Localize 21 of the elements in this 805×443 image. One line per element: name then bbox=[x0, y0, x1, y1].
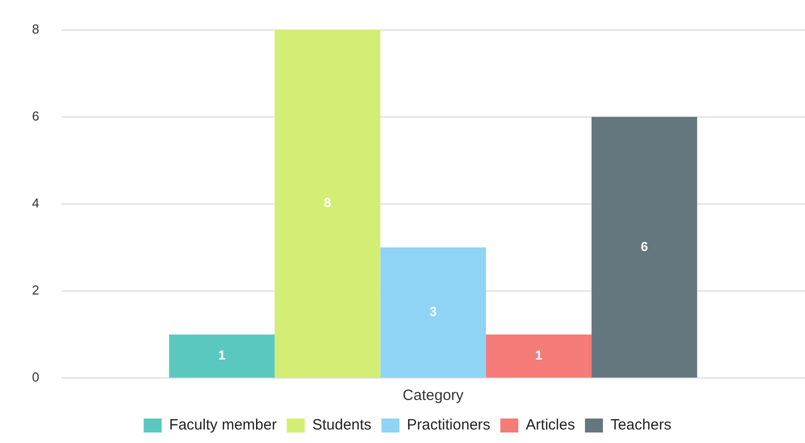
y-tick-label: 4 bbox=[32, 195, 40, 210]
data-label: 6 bbox=[640, 238, 648, 254]
y-tick-label: 0 bbox=[32, 370, 40, 385]
y-tick-label: 6 bbox=[32, 108, 40, 124]
bar bbox=[486, 334, 592, 378]
legend-label: Faculty member bbox=[169, 416, 277, 434]
bar bbox=[274, 30, 380, 378]
y-tick-label: 2 bbox=[32, 282, 40, 298]
data-label: 3 bbox=[430, 304, 437, 320]
legend-label: Teachers bbox=[610, 416, 672, 434]
data-label: 8 bbox=[324, 195, 332, 210]
bar bbox=[380, 247, 486, 378]
legend-label: Articles bbox=[526, 416, 575, 434]
x-tick-label: Category bbox=[402, 387, 464, 404]
legend-label: Students bbox=[312, 416, 372, 434]
data-label: 1 bbox=[218, 348, 226, 363]
legend-label: Practitioners bbox=[406, 416, 490, 434]
bar bbox=[592, 116, 698, 378]
y-tick-label: 8 bbox=[32, 21, 40, 36]
bar bbox=[169, 334, 275, 378]
data-label: 1 bbox=[535, 348, 542, 363]
